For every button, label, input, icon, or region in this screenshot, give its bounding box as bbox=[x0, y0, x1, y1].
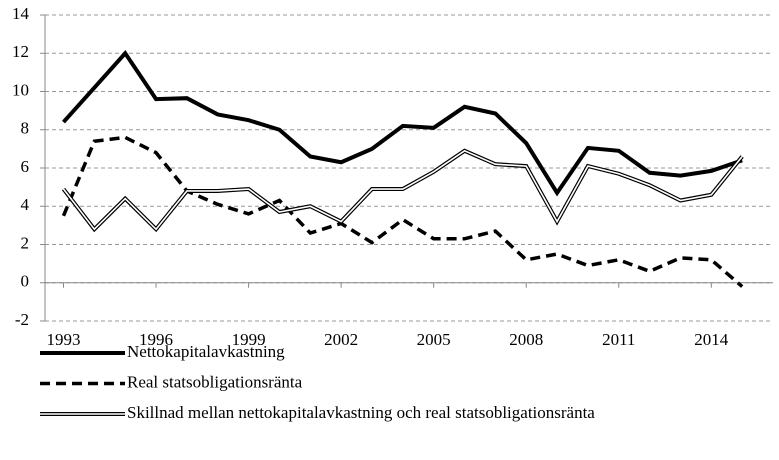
series-line-inner bbox=[62, 149, 743, 231]
x-tick-label: 2011 bbox=[602, 330, 635, 349]
x-tick-label: 2005 bbox=[417, 330, 451, 349]
x-tick-label: 1993 bbox=[47, 330, 81, 349]
series-line bbox=[62, 50, 743, 197]
y-tick-label: -2 bbox=[15, 310, 29, 329]
y-tick-label: 0 bbox=[21, 272, 30, 291]
x-tick-label: 1999 bbox=[232, 330, 266, 349]
x-tick-label: 2008 bbox=[509, 330, 543, 349]
y-tick-label: 12 bbox=[12, 42, 29, 61]
y-tick-label: 14 bbox=[12, 4, 30, 23]
series-line bbox=[61, 135, 744, 288]
legend-label: Skillnad mellan nettokapitalavkastning o… bbox=[127, 403, 595, 422]
x-tick-label: 2002 bbox=[324, 330, 358, 349]
y-tick-label: 10 bbox=[12, 80, 29, 99]
y-tick-label: 8 bbox=[21, 119, 30, 138]
x-tick-label: 2014 bbox=[694, 330, 729, 349]
legend-label: Nettokapitalavkastning bbox=[127, 342, 285, 361]
y-tick-label: 2 bbox=[21, 233, 30, 252]
x-tick-label: 1996 bbox=[139, 330, 173, 349]
legend-label: Real statsobligationsränta bbox=[127, 372, 303, 391]
y-tick-label: 6 bbox=[21, 157, 30, 176]
y-tick-label: 4 bbox=[21, 195, 30, 214]
